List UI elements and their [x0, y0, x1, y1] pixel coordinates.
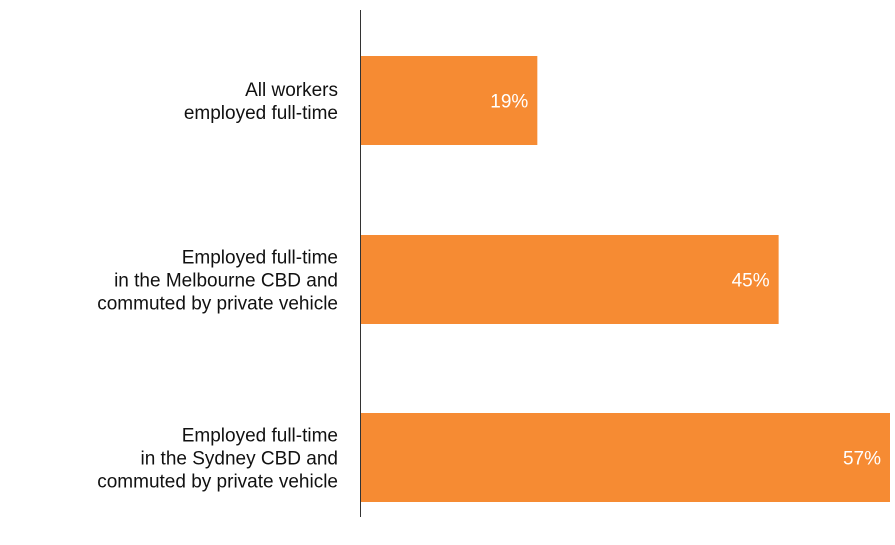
category-label-2: Employed full-time in the Sydney CBD and c… — [97, 426, 338, 493]
category-label-2-line-0: Employed full-time — [182, 426, 338, 447]
bars-layer — [361, 56, 890, 502]
category-label-1-line-1: in the Melbourne CBD and — [114, 271, 338, 292]
category-label-2-line-1: in the Sydney CBD and — [140, 449, 338, 470]
category-label-0-line-1: employed full-time — [184, 103, 338, 124]
bar-0 — [361, 56, 538, 145]
category-label-1-line-0: Employed full-time — [182, 248, 338, 269]
bar-value-label-2: 57% — [843, 449, 881, 470]
category-label-0-line-0: All workers — [245, 80, 338, 101]
value-labels-layer: 19% 45% 57% — [490, 92, 881, 470]
category-label-1: Employed full-time in the Melbourne CBD a… — [97, 248, 338, 315]
bar-value-label-1: 45% — [732, 271, 770, 292]
bar-value-label-0: 19% — [490, 92, 528, 113]
category-label-0: All workers employed full-time — [184, 80, 338, 124]
category-labels-layer: All workers employed full-time Employed fu… — [97, 80, 338, 493]
bar-2 — [361, 413, 890, 502]
category-label-2-line-2: commuted by private vehicle — [97, 472, 338, 493]
category-label-1-line-2: commuted by private vehicle — [97, 294, 338, 315]
bar-1 — [361, 235, 779, 324]
